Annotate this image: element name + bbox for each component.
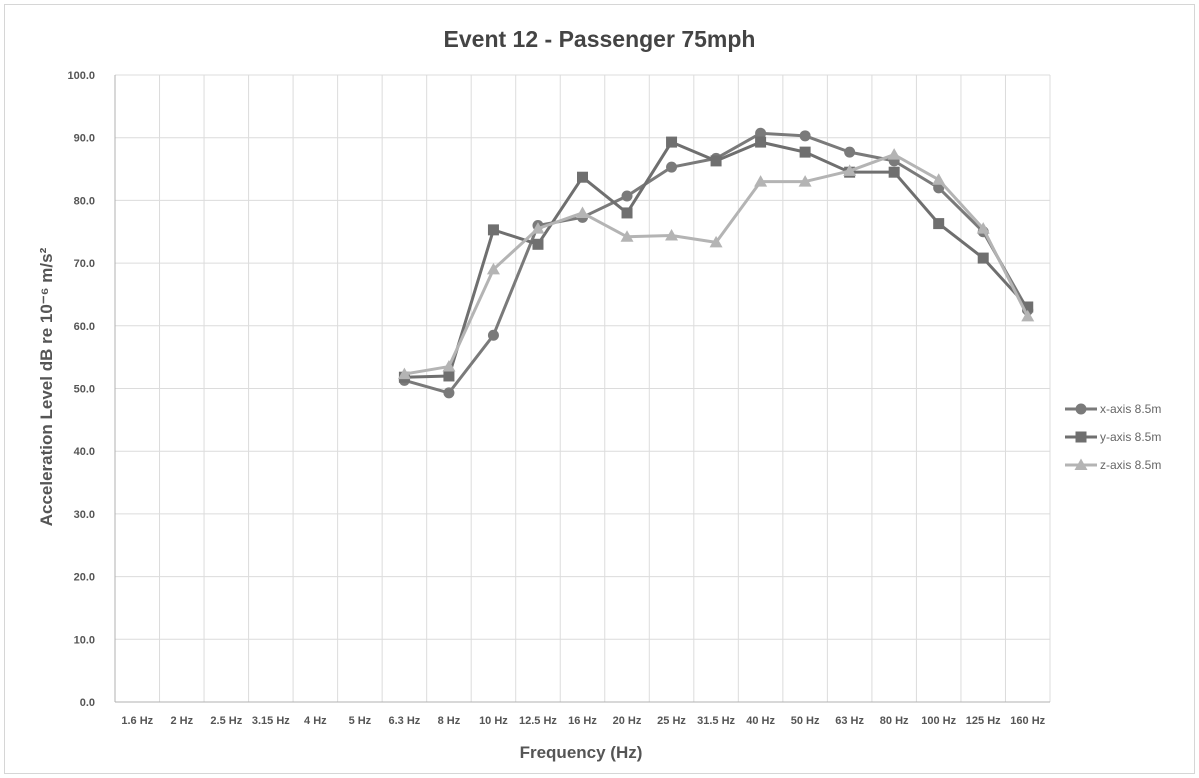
y-axis-title: Acceleration Level dB re 10⁻⁶ m/s² (37, 247, 56, 526)
x-tick-label: 10 Hz (479, 715, 508, 727)
x-tick-label: 5 Hz (349, 715, 372, 727)
x-tick-label: 20 Hz (613, 715, 642, 727)
data-point (620, 230, 634, 242)
x-tick-label: 40 Hz (746, 715, 775, 727)
x-tick-label: 50 Hz (791, 715, 820, 727)
x-tick-label: 31.5 Hz (697, 715, 735, 727)
chart-title: Event 12 - Passenger 75mph (443, 26, 756, 52)
y-tick-label: 50.0 (74, 384, 95, 396)
y-tick-label: 60.0 (74, 321, 95, 333)
x-tick-label: 80 Hz (880, 715, 909, 727)
data-point (621, 207, 633, 219)
series-2 (398, 136, 1034, 383)
legend-item: y-axis 8.5m (1065, 430, 1161, 444)
data-point (844, 146, 856, 158)
data-point (709, 235, 723, 248)
y-tick-label: 40.0 (74, 446, 95, 458)
data-point (665, 229, 679, 241)
data-point (531, 222, 545, 234)
axes (114, 75, 1050, 703)
data-point (710, 155, 722, 167)
data-point (754, 175, 768, 187)
legend-label: y-axis 8.5m (1100, 430, 1161, 444)
data-point (486, 262, 500, 275)
legend: x-axis 8.5m y-axis 8.5m z-axis 8.5m (1065, 402, 1161, 472)
data-point (621, 190, 633, 202)
data-point (1021, 309, 1035, 322)
x-tick-label: 1.6 Hz (121, 715, 153, 727)
data-point (666, 161, 678, 173)
data-point (666, 136, 678, 148)
data-point (755, 127, 767, 139)
data-point (932, 173, 946, 185)
x-tick-label: 125 Hz (966, 715, 1001, 727)
data-point (532, 238, 544, 250)
data-point (888, 166, 900, 178)
data-point (442, 360, 456, 372)
data-point (887, 148, 901, 160)
x-tick-label: 63 Hz (835, 715, 864, 727)
legend-marker (1075, 403, 1087, 415)
data-point (487, 329, 499, 341)
data-point (443, 387, 455, 399)
data-point (577, 171, 588, 183)
data-point (443, 370, 455, 382)
data-point (933, 182, 945, 194)
y-tick-label: 30.0 (74, 509, 95, 521)
data-point (976, 222, 990, 234)
x-tick-label: 12.5 Hz (519, 715, 557, 727)
x-axis-ticks: 1.6 Hz 2 Hz 2.5 Hz 3.15 Hz 4 Hz 5 Hz 6.3 Hz 8 H… (121, 715, 1045, 727)
legend-label: x-axis 8.5m (1100, 402, 1161, 416)
x-tick-label: 25 Hz (657, 715, 686, 727)
y-tick-label: 0.0 (80, 697, 95, 709)
x-tick-label: 3.15 Hz (252, 715, 290, 727)
y-tick-label: 20.0 (74, 572, 95, 584)
y-tick-label: 10.0 (74, 634, 95, 646)
data-point (397, 367, 411, 380)
data-point (798, 175, 812, 187)
y-tick-label: 80.0 (74, 195, 95, 207)
x-tick-label: 4 Hz (304, 715, 327, 727)
x-tick-label: 8 Hz (438, 715, 461, 727)
data-point (933, 218, 945, 230)
x-axis-title: Frequency (Hz) (520, 743, 643, 762)
series-layer (397, 127, 1035, 399)
data-point (799, 146, 811, 158)
data-point (576, 206, 589, 218)
data-point (799, 130, 811, 142)
x-tick-label: 160 Hz (1010, 715, 1045, 727)
data-point (843, 164, 857, 176)
y-axis-ticks: 0.0 10.0 20.0 30.0 40.0 50.0 60.0 70.0 80.0 90.0 1… (67, 70, 95, 709)
legend-marker (1075, 431, 1087, 443)
x-tick-label: 16 Hz (568, 715, 597, 727)
x-tick-label: 2.5 Hz (210, 715, 242, 727)
y-tick-label: 70.0 (74, 258, 95, 270)
data-point (755, 136, 767, 148)
x-tick-label: 100 Hz (921, 715, 956, 727)
legend-label: z-axis 8.5m (1100, 458, 1161, 472)
data-point (1022, 301, 1034, 313)
legend-item: z-axis 8.5m (1065, 458, 1161, 472)
data-point (487, 224, 499, 236)
series-3 (397, 148, 1035, 380)
y-tick-label: 100.0 (67, 70, 95, 82)
grid (114, 74, 1051, 703)
x-tick-label: 6.3 Hz (389, 715, 421, 727)
data-point (977, 252, 989, 264)
legend-marker (1074, 458, 1088, 470)
legend-item: x-axis 8.5m (1065, 402, 1161, 416)
y-tick-label: 90.0 (74, 133, 95, 145)
x-tick-label: 2 Hz (170, 715, 193, 727)
